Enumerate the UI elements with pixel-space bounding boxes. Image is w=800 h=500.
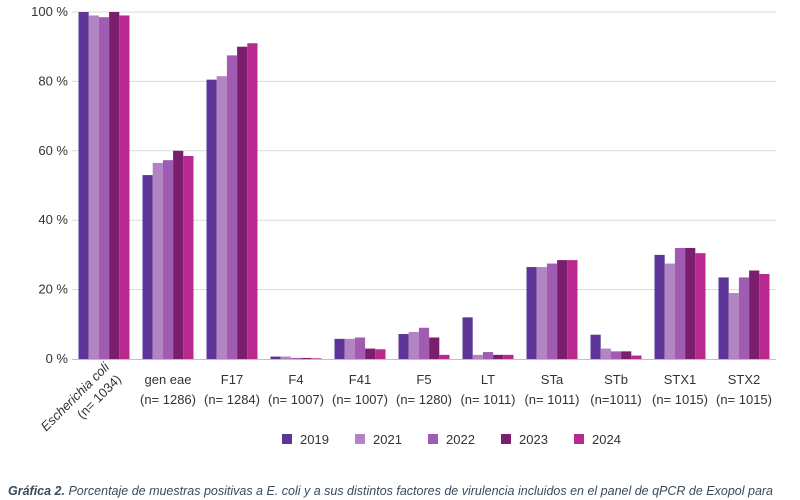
bars [78,12,770,360]
bar-2019 [270,356,281,359]
bar-2022 [482,352,494,359]
bar-2019 [78,12,89,359]
x-category-label: STb [604,372,628,387]
caption-label: Gráfica 2. [8,484,65,498]
x-category-n: (n= 1280) [396,392,452,407]
x-category-n: (n= 1284) [204,392,260,407]
bar-2019 [526,267,537,359]
figure-caption: Gráfica 2. Porcentaje de muestras positi… [8,484,800,498]
legend-swatch-2023 [501,434,511,444]
x-category-n: (n= 1011) [524,392,579,407]
bar-2022 [674,247,686,359]
bar-2024 [183,156,194,359]
legend-label-2021: 2021 [373,432,402,447]
x-category-n: (n= 1011) [460,392,515,407]
legend-label-2019: 2019 [300,432,329,447]
x-category-label: STX1 [664,372,697,387]
bar-2021 [152,162,163,359]
bar-2023 [173,150,184,359]
x-category-n: (n=1011) [590,392,641,407]
x-category-label: gen eae [145,372,192,387]
y-tick-label: 60 % [38,143,68,158]
bar-2021 [216,76,227,359]
bar-2024 [119,15,130,359]
bar-2022 [418,327,430,359]
bar-2021 [344,338,355,359]
legend-label-2024: 2024 [592,432,621,447]
bar-2024 [311,358,322,359]
bar-2019 [334,338,345,359]
x-category-label: LT [481,372,495,387]
bar-2019 [142,175,153,359]
bar-2022 [98,17,110,359]
bar-2023 [109,12,120,359]
bar-2021 [600,348,611,359]
bar-2024 [247,43,258,359]
legend-label-2022: 2022 [446,432,475,447]
x-category-n: (n= 1015) [716,392,772,407]
bar-2021 [664,263,675,359]
bar-2021 [280,356,291,359]
bar-2024 [503,354,514,359]
bar-2024 [375,349,386,359]
bar-2024 [695,253,706,359]
x-category-label: F17 [221,372,243,387]
bar-2023 [557,260,568,359]
legend-label-2023: 2023 [519,432,548,447]
x-category-n: (n= 1286) [140,392,196,407]
x-category-n: (n= 1015) [652,392,708,407]
bar-2021 [728,293,739,359]
y-axis: 0 % 20 % 40 % 60 % 80 % 100 % [31,4,68,366]
bar-2024 [631,355,642,359]
bar-2019 [398,334,409,359]
bar-2022 [354,337,366,359]
bar-2021 [88,15,99,359]
bar-2022 [226,55,238,360]
bar-2019 [718,277,729,359]
x-category-label: STX2 [728,372,761,387]
bar-2023 [621,351,632,359]
bar-2023 [749,270,760,359]
x-axis: Escherichia coli(n= 1034) gen eae(n= 1286… [38,359,776,434]
bar-2022 [290,357,302,359]
bar-2022 [162,160,174,359]
x-category-label: F41 [349,372,371,387]
bar-chart: 0 % 20 % 40 % 60 % 80 % 100 % Escherichia col… [31,4,776,447]
caption-text: Porcentaje de muestras positivas a E. co… [64,484,774,498]
bar-2023 [365,348,376,359]
bar-2023 [493,354,504,359]
legend-swatch-2024 [574,434,584,444]
y-tick-label: 80 % [38,73,68,88]
bar-2022 [738,277,750,359]
bar-2022 [546,263,558,359]
bar-2024 [439,354,450,359]
y-tick-label: 40 % [38,212,68,227]
bar-2023 [301,357,312,359]
x-category-n: (n= 1007) [332,392,388,407]
x-category-n: (n= 1007) [268,392,324,407]
bar-2024 [759,273,770,359]
y-tick-label: 100 % [31,4,68,19]
bar-2021 [536,267,547,359]
x-category-label: F4 [288,372,303,387]
legend-swatch-2019 [282,434,292,444]
bar-2023 [237,46,248,359]
bar-2022 [610,351,622,359]
bar-2024 [567,260,578,359]
bar-2019 [590,334,601,359]
bar-2019 [462,317,473,359]
bar-2019 [206,79,217,359]
legend-swatch-2022 [428,434,438,444]
bar-2021 [472,354,483,359]
y-tick-label: 20 % [38,282,68,297]
bar-2019 [654,254,665,359]
legend: 2019 2021 2022 2023 2024 [282,432,621,447]
bar-2023 [429,337,440,359]
legend-swatch-2021 [355,434,365,444]
x-category-label: STa [541,372,564,387]
bar-2021 [408,331,419,359]
bar-2023 [685,247,696,359]
y-tick-label: 0 % [46,351,69,366]
x-category-label: F5 [416,372,431,387]
